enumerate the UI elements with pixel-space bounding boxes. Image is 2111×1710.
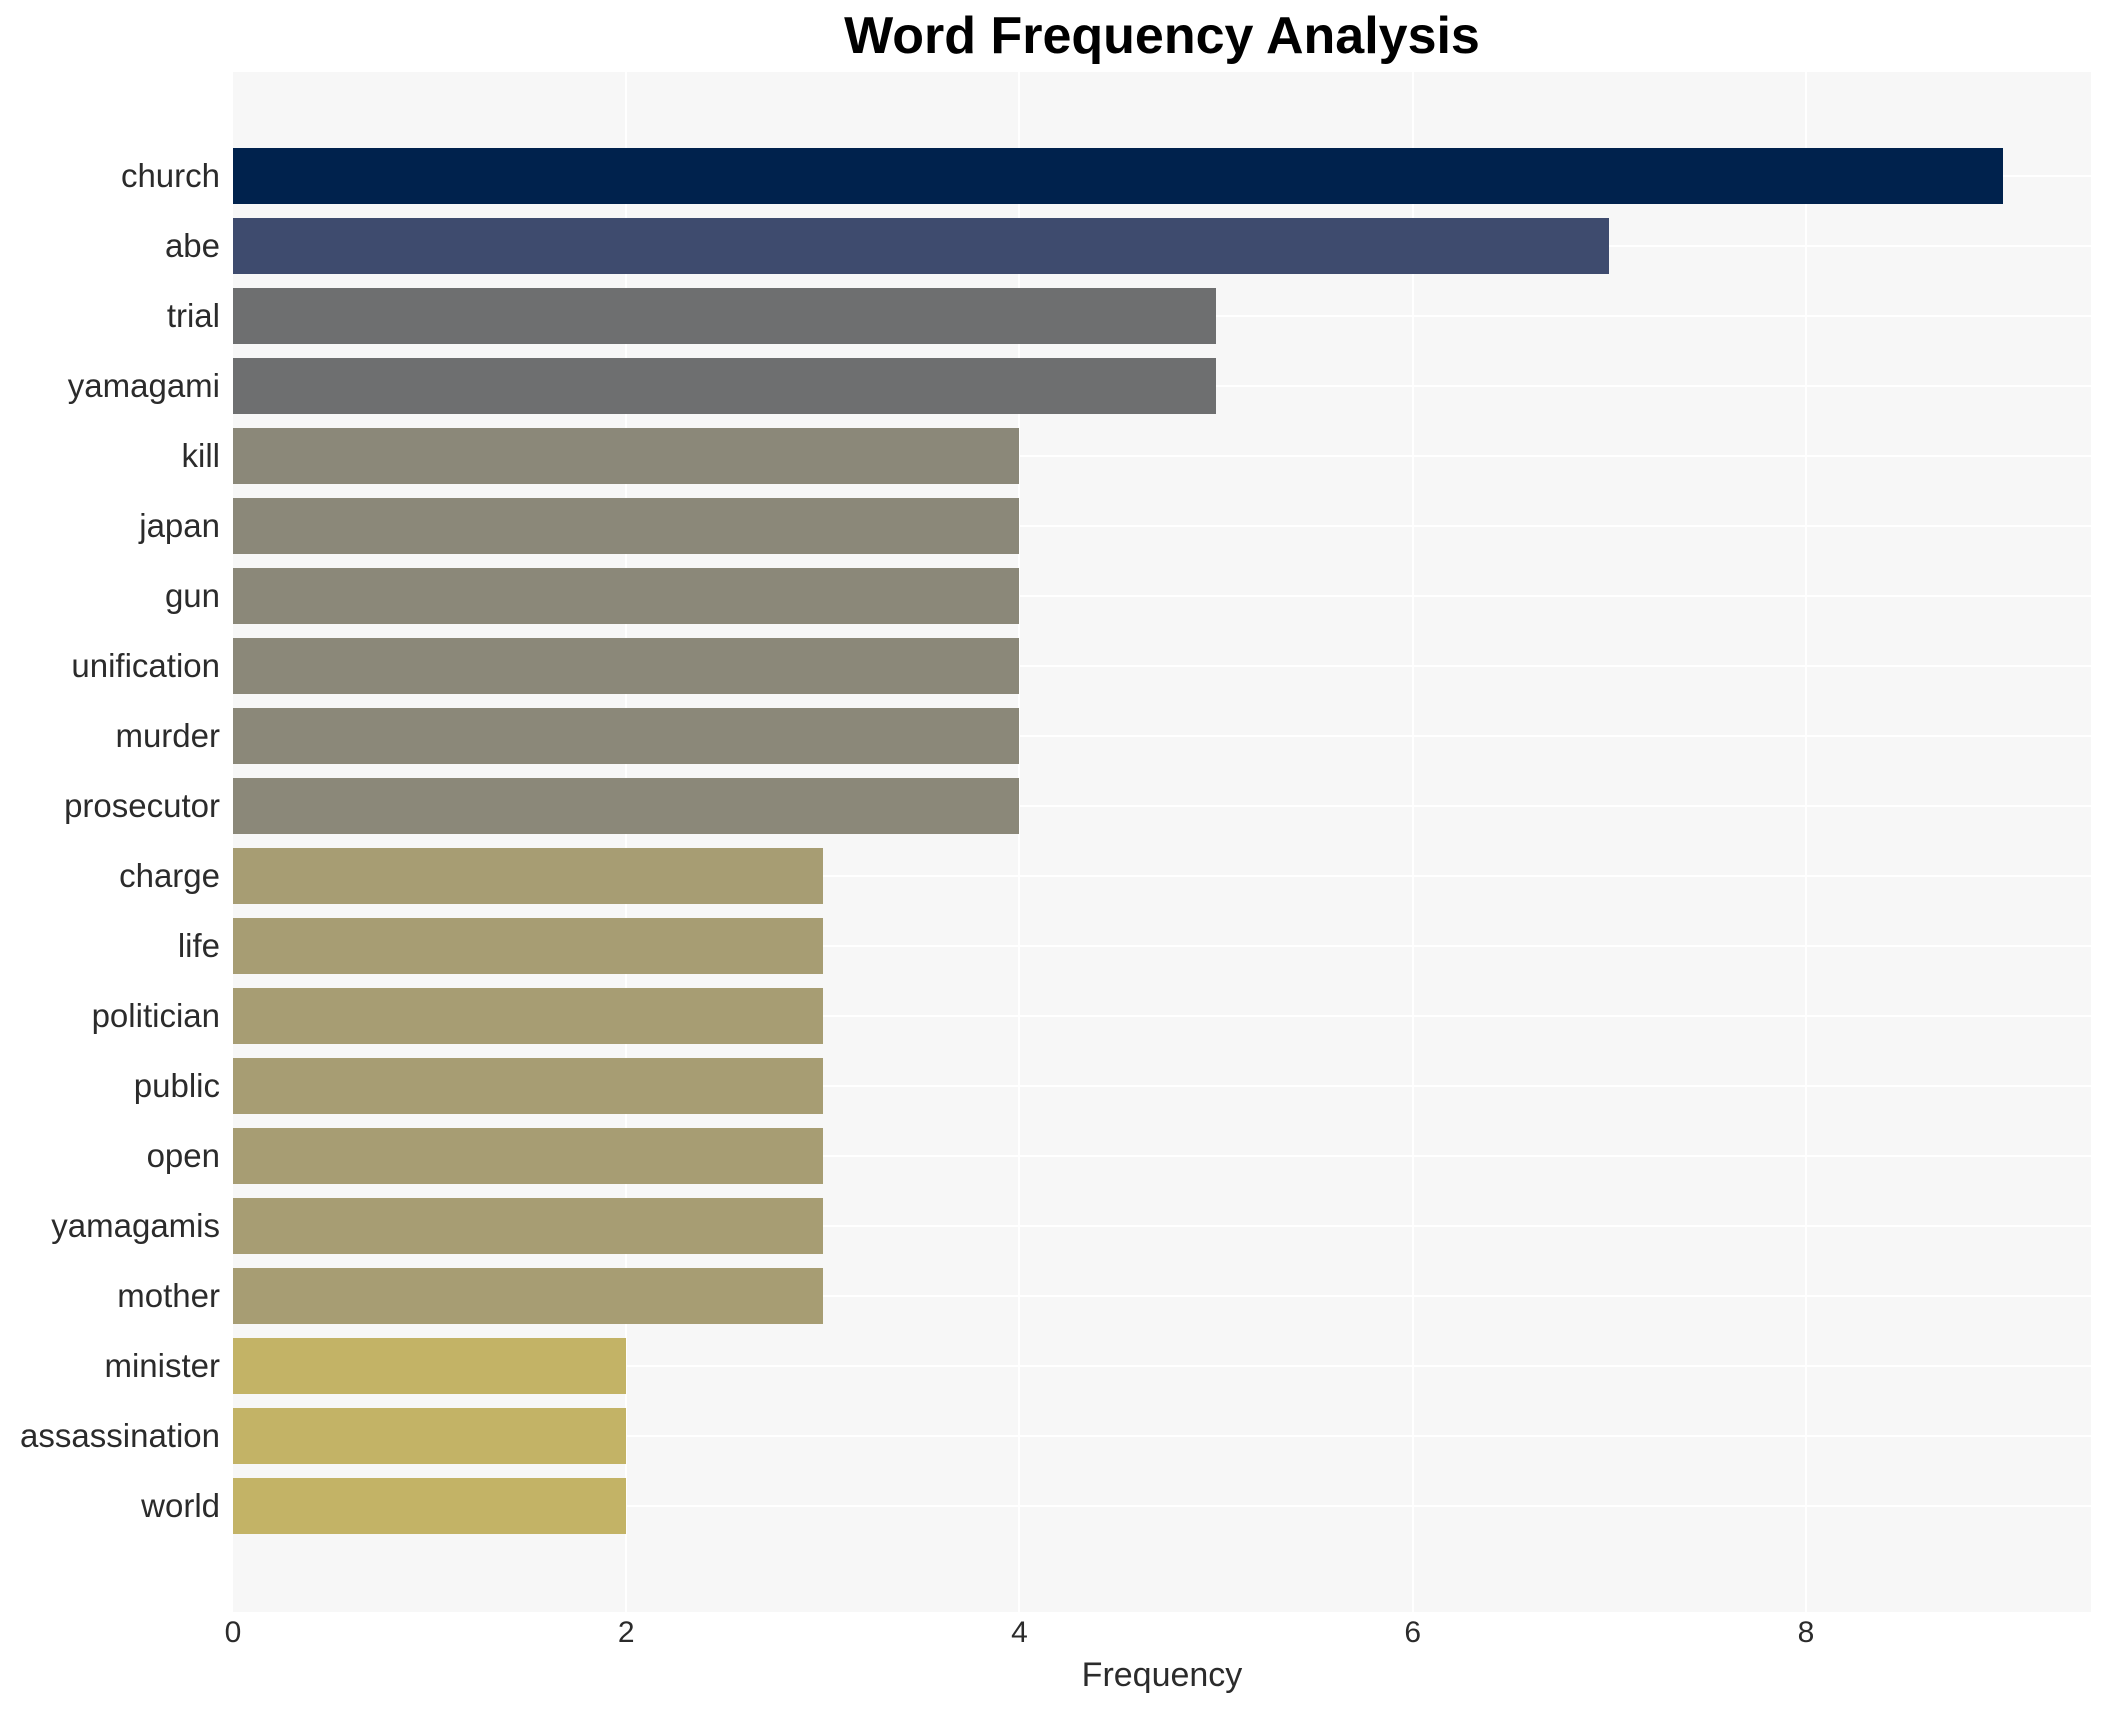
bar-row: kill — [0, 421, 2091, 491]
bar-row: open — [0, 1121, 2091, 1191]
h-gridline — [233, 455, 2091, 457]
h-gridline — [233, 945, 2091, 947]
category-label: japan — [139, 507, 220, 544]
bar-row: church — [0, 141, 2091, 211]
category-label: minister — [104, 1347, 220, 1384]
bar-row: charge — [0, 841, 2091, 911]
bar — [233, 568, 1020, 624]
category-label: gun — [164, 577, 220, 614]
category-label: church — [120, 157, 220, 194]
bar — [233, 1408, 627, 1464]
category-label: charge — [119, 857, 220, 894]
h-gridline — [233, 1365, 2091, 1367]
category-label: open — [146, 1137, 220, 1174]
v-gridline — [1804, 72, 1807, 1612]
h-gridline — [233, 1155, 2091, 1157]
bar-row: yamagamis — [0, 1191, 2091, 1261]
bar — [233, 638, 1020, 694]
h-gridline — [233, 1295, 2091, 1297]
h-gridline — [233, 1435, 2091, 1437]
bar — [233, 1058, 823, 1114]
h-gridline — [233, 525, 2091, 527]
category-label: public — [133, 1067, 220, 1104]
bar-row: abe — [0, 211, 2091, 281]
category-label: kill — [181, 437, 221, 474]
h-gridline — [233, 1225, 2091, 1227]
bar-row: unification — [0, 631, 2091, 701]
bar — [233, 218, 1610, 274]
category-label: unification — [71, 647, 220, 684]
bar-row: murder — [0, 701, 2091, 771]
x-axis-label: Frequency — [1081, 1656, 1243, 1694]
h-gridline — [233, 875, 2091, 877]
bar-row: gun — [0, 561, 2091, 631]
h-gridline — [233, 805, 2091, 807]
category-label: murder — [115, 717, 220, 754]
bar-row: prosecutor — [0, 771, 2091, 841]
bar — [233, 288, 1217, 344]
h-gridline — [233, 595, 2091, 597]
category-label: politician — [91, 997, 220, 1034]
v-gridline — [625, 72, 628, 1612]
category-label: yamagamis — [51, 1207, 220, 1244]
v-gridline — [1018, 72, 1021, 1612]
bar — [233, 498, 1020, 554]
category-label: abe — [164, 227, 220, 264]
bar — [233, 848, 823, 904]
bar-row: world — [0, 1471, 2091, 1541]
category-label: assassination — [20, 1417, 220, 1454]
x-tick-label: 0 — [224, 1616, 242, 1649]
h-gridline — [233, 1085, 2091, 1087]
x-tick-label: 4 — [1011, 1616, 1028, 1649]
bar — [233, 1128, 823, 1184]
bar-row: politician — [0, 981, 2091, 1051]
category-label: yamagami — [67, 367, 220, 404]
bar-row: trial — [0, 281, 2091, 351]
category-label: trial — [166, 297, 220, 334]
bar-row: life — [0, 911, 2091, 981]
bar — [233, 1268, 823, 1324]
category-label: life — [177, 927, 220, 964]
x-tick-label: 6 — [1404, 1616, 1422, 1649]
bar — [233, 148, 2003, 204]
bar-row: minister — [0, 1331, 2091, 1401]
x-tick-label: 8 — [1797, 1616, 1815, 1649]
bar — [233, 988, 823, 1044]
bar — [233, 1198, 823, 1254]
category-label: prosecutor — [64, 787, 220, 824]
category-label: mother — [117, 1277, 220, 1314]
h-gridline — [233, 1015, 2091, 1017]
bar — [233, 918, 823, 974]
bar — [233, 358, 1217, 414]
bar-row: japan — [0, 491, 2091, 561]
chart-title: Word Frequency Analysis — [844, 7, 1480, 65]
h-gridline — [233, 735, 2091, 737]
x-tick-label: 2 — [617, 1616, 635, 1649]
bar — [233, 708, 1020, 764]
bars-layer: church abe trial yamagami kill japan gun unific… — [0, 72, 2091, 1612]
h-gridline — [233, 665, 2091, 667]
bar-row: mother — [0, 1261, 2091, 1331]
bar-row: assassination — [0, 1401, 2091, 1471]
v-gridline — [1411, 72, 1414, 1612]
x-axis-ticks: 0 2 4 6 8 — [0, 1616, 2111, 1656]
bar-row: public — [0, 1051, 2091, 1121]
h-gridline — [233, 1505, 2091, 1507]
bar — [233, 1478, 627, 1534]
bar — [233, 778, 1020, 834]
bar — [233, 428, 1020, 484]
bar — [233, 1338, 627, 1394]
bar-row: yamagami — [0, 351, 2091, 421]
category-label: world — [141, 1487, 220, 1524]
